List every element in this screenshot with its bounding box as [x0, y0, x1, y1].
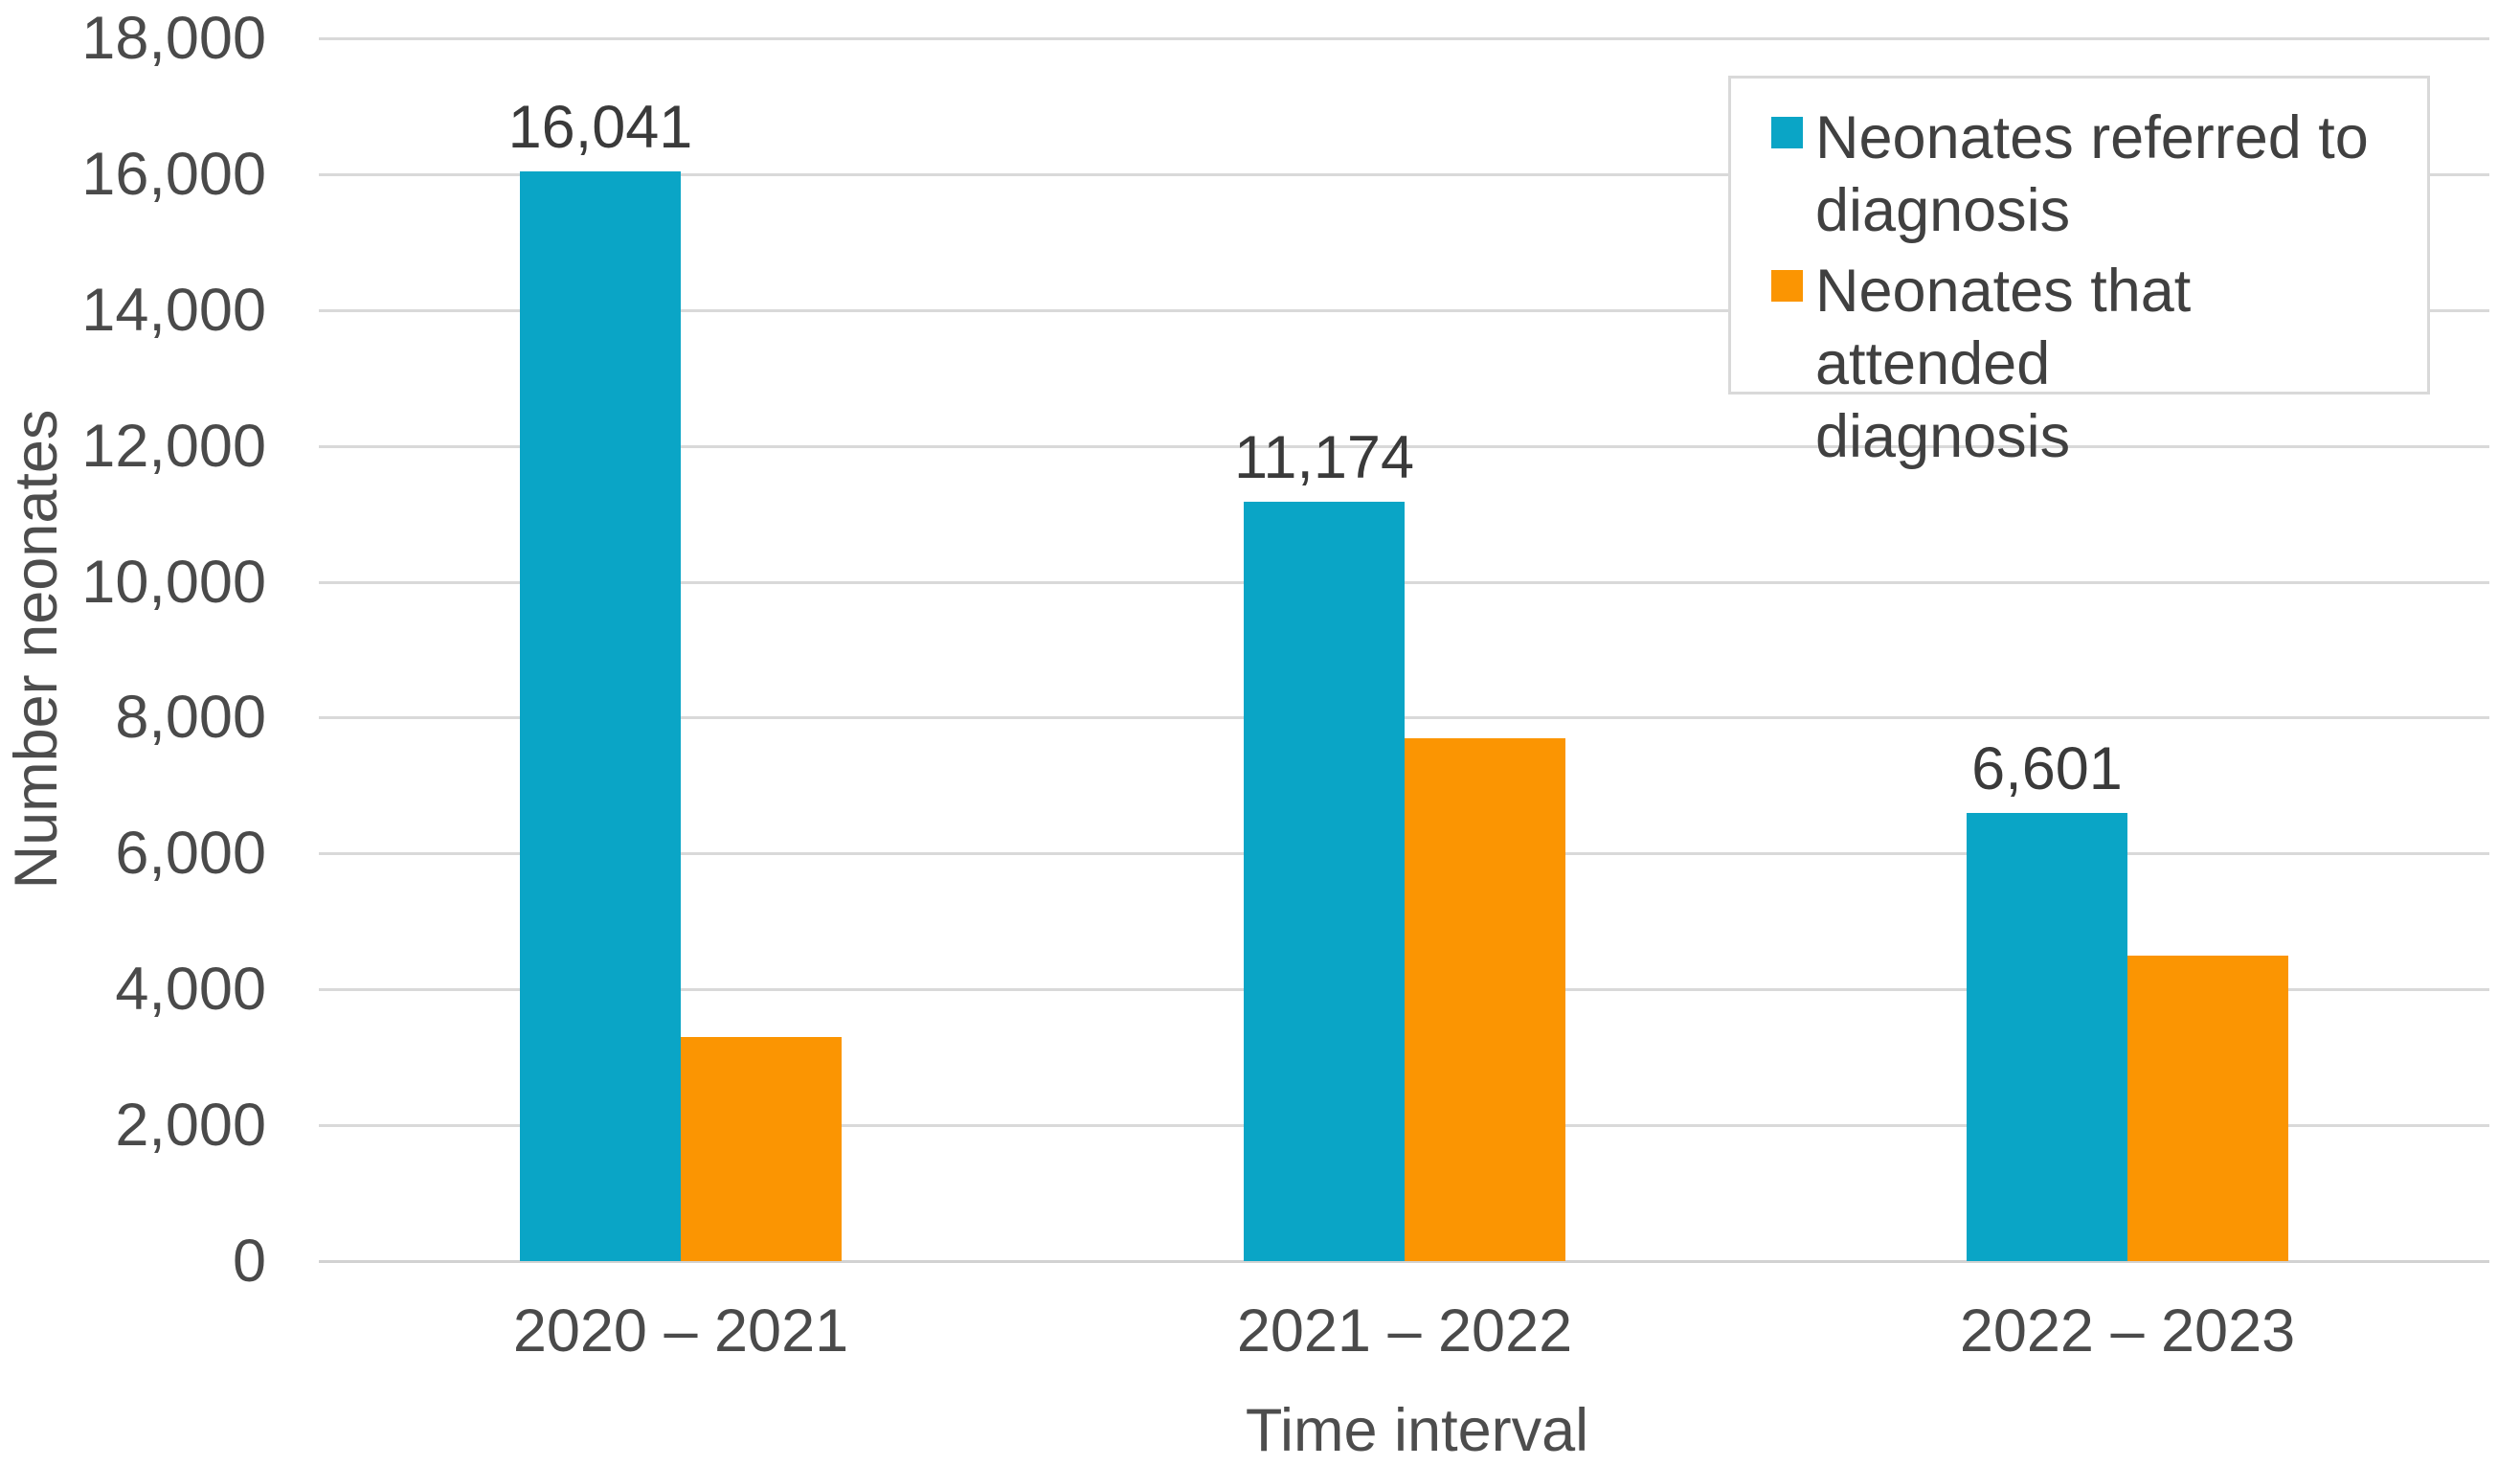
y-tick-label: 0 — [232, 1228, 266, 1295]
plot-area: 16,041 11,174 6,601 — [319, 37, 2489, 1263]
y-tick-label: 10,000 — [81, 549, 266, 616]
gridline — [319, 309, 2489, 312]
y-tick-label: 4,000 — [115, 956, 266, 1023]
x-tick-label: 2022 – 2023 — [1959, 1297, 2296, 1365]
y-tick-label: 12,000 — [81, 413, 266, 480]
legend-entry-attended: Neonates that attended diagnosis — [1771, 255, 2408, 473]
y-tick-label: 14,000 — [81, 277, 266, 344]
y-tick-label: 6,000 — [115, 820, 266, 887]
bar-value-label: 11,174 — [1233, 424, 1415, 491]
y-tick-label: 2,000 — [115, 1092, 266, 1159]
bar-value-label: 16,041 — [507, 94, 693, 161]
legend-swatch-attended-icon — [1771, 270, 1803, 302]
gridline — [319, 445, 2489, 448]
gridline — [319, 1260, 2489, 1263]
legend-label-line: diagnosis — [1815, 177, 2071, 244]
gridline — [319, 37, 2489, 40]
y-tick-label: 8,000 — [115, 684, 266, 751]
bar-value-label: 6,601 — [1971, 735, 2123, 802]
bar-referred — [520, 171, 681, 1261]
legend-label-line: diagnosis — [1815, 403, 2071, 470]
x-tick-label: 2021 – 2022 — [1236, 1297, 1573, 1365]
legend-swatch-referred-icon — [1771, 117, 1803, 148]
legend-label-line: Neonates that attended — [1815, 258, 2192, 397]
legend-entry-referred: Neonates referred to diagnosis — [1771, 101, 2408, 247]
bar-attended — [681, 1037, 842, 1261]
x-tick-label: 2020 – 2021 — [512, 1297, 849, 1365]
y-tick-label: 18,000 — [81, 5, 266, 72]
bar-attended — [2127, 956, 2288, 1261]
bar-attended — [1405, 738, 1565, 1261]
legend-label-line: Neonates referred to — [1815, 104, 2369, 171]
bar-referred — [1244, 502, 1405, 1261]
legend-label-referred: Neonates referred to diagnosis — [1815, 101, 2369, 247]
x-axis-title: Time interval — [1245, 1397, 1589, 1464]
y-tick-label: 16,000 — [81, 141, 266, 208]
legend-label-attended: Neonates that attended diagnosis — [1815, 255, 2408, 473]
bar-referred — [1967, 813, 2127, 1261]
gridline — [319, 173, 2489, 176]
legend: Neonates referred to diagnosis Neonates … — [1728, 76, 2430, 470]
